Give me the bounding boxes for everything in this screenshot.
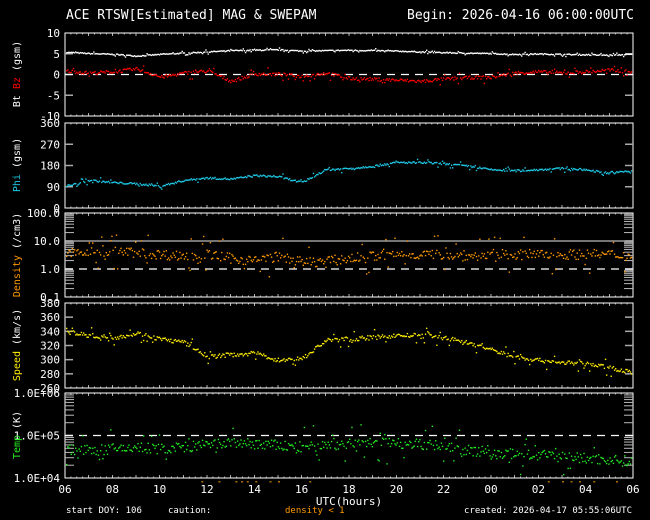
- y-tick-label: 1.0E+04: [14, 472, 61, 485]
- y-tick-label: 1.0: [40, 263, 60, 276]
- y-axis-label: Temp (K): [12, 411, 23, 459]
- y-tick-label: 0.1: [40, 291, 60, 304]
- start-doy: start DOY: 106: [66, 506, 142, 516]
- x-tick-label: 14: [248, 483, 262, 496]
- y-tick-label: 270: [40, 138, 60, 151]
- x-tick-label: 04: [579, 483, 593, 496]
- y-tick-label: 180: [40, 160, 60, 173]
- x-tick-label: 00: [484, 483, 497, 496]
- y-tick-label: 1.0E+06: [14, 387, 60, 400]
- y-tick-label: 5: [53, 48, 60, 61]
- panel-bt: 10 5 0 -5 -10: [40, 27, 634, 123]
- x-tick-label: 06: [58, 483, 71, 496]
- y-tick-label: 0: [53, 202, 60, 215]
- x-tick-label: 10: [153, 483, 166, 496]
- y-tick-label: 360: [40, 311, 60, 324]
- x-tick-label: 22: [437, 483, 450, 496]
- y-tick-label: 0: [53, 69, 60, 82]
- y-tick-label: -5: [47, 89, 60, 102]
- x-tick-label: 12: [200, 483, 213, 496]
- x-tick-label: 06: [626, 483, 639, 496]
- y-tick-label: 100.0: [27, 207, 60, 220]
- chart-title: ACE RTSW[Estimated] MAG & SWEPAM: [66, 8, 317, 23]
- y-tick-label: 90: [47, 181, 60, 194]
- begin-time: Begin: 2026-04-16 06:00:00UTC: [407, 8, 634, 23]
- density-caution-note: density < 1: [285, 506, 345, 516]
- panel-density: 100.0 10.0 1.0 0.1: [27, 207, 634, 304]
- x-tick-label: 02: [532, 483, 545, 496]
- x-tick-label: 18: [342, 483, 355, 496]
- y-axis-label: Speed (km/s): [12, 309, 23, 381]
- y-tick-label: 10: [47, 27, 60, 40]
- y-tick-label: 320: [40, 340, 60, 353]
- y-tick-label: -10: [40, 110, 60, 123]
- y-axis-label: Phi (gsm): [12, 138, 23, 192]
- y-tick-label: 280: [40, 368, 60, 381]
- y-tick-label: 10.0: [34, 235, 61, 248]
- y-axis-label: Bt Bz (gsm): [12, 41, 23, 107]
- panel-phi: 360 270 180 90 0: [40, 117, 634, 215]
- y-tick-label: 380: [40, 297, 60, 310]
- x-axis-label: UTC(hours): [316, 495, 382, 508]
- y-tick-label: 360: [40, 117, 60, 130]
- caution-label: caution:: [168, 506, 212, 516]
- panel-temp: 1.0E+06 1.0E+05 1.0E+04: [14, 387, 634, 485]
- y-axis-label: Density (/cm3): [12, 213, 23, 297]
- x-tick-label: 20: [390, 483, 403, 496]
- y-tick-label: 1.0E+05: [14, 430, 60, 443]
- y-tick-label: 300: [40, 354, 60, 367]
- created-time: created: 2026-04-17 05:55:06UTC: [464, 506, 632, 516]
- y-tick-label: 260: [40, 382, 60, 395]
- x-tick-label: 08: [106, 483, 119, 496]
- y-tick-label: 340: [40, 325, 60, 338]
- x-tick-label: 16: [295, 483, 308, 496]
